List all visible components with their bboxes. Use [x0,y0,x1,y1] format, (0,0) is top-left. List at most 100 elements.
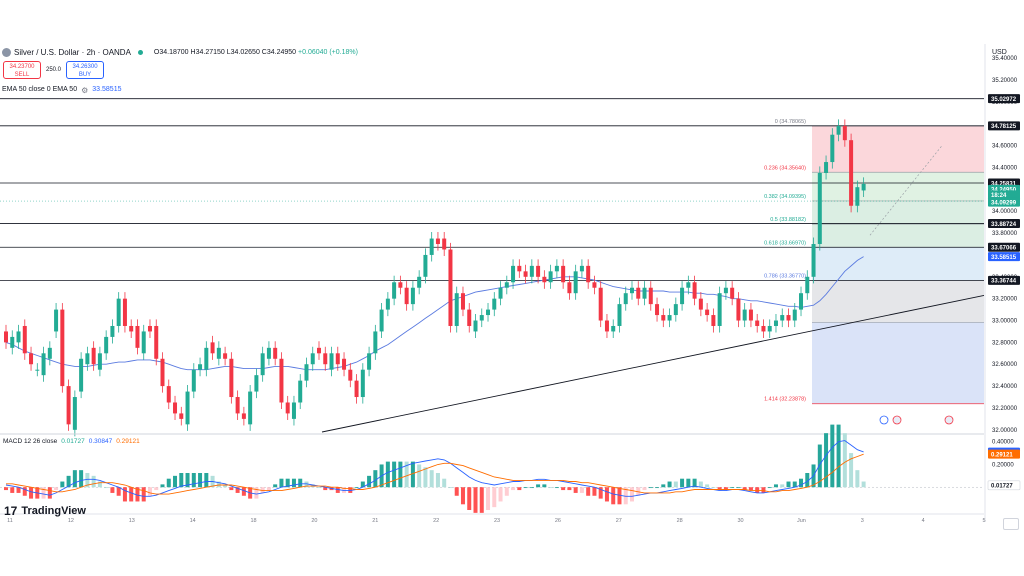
y-axis-tick-label: 32.80000 [992,340,1018,346]
projection-line [869,145,943,236]
macd-histogram-bar [667,481,672,488]
macd-histogram-bar [435,473,440,488]
candle-body [573,271,578,294]
macd-histogram-bar [72,470,77,488]
trade-buttons: 34.23700 SELL 250.0 34.26300 BUY [3,61,105,79]
macd-histogram-bar [536,484,541,488]
macd-histogram-bar [548,487,553,489]
candle-body [686,282,691,288]
candle-body [579,265,584,272]
x-axis-tick-label: 4 [922,518,925,524]
candle-body [410,287,415,305]
macd-histogram-bar [323,487,328,491]
macd-histogram-bar [805,473,810,488]
candle-body [824,162,829,173]
ema-legend[interactable]: EMA 50 close 0 EMA 50 ⚙ 33.58515 [2,86,121,95]
macd-histogram-bar [79,470,84,488]
candle-body [392,282,397,299]
fib-level-label: 0 (34.78065) [775,119,806,125]
price-label-box [988,242,1020,252]
macd-histogram-bar [122,487,127,502]
ema-value: 33.58515 [92,86,122,93]
x-axis-tick-label: 23 [494,518,500,524]
macd-histogram-bar [317,487,321,489]
candle-body [179,413,184,419]
macd-legend[interactable]: MACD 12 26 close 0.01727 0.30847 0.29121 [3,438,140,445]
candle-body [173,402,178,414]
chart-header: Silver / U.S. Dollar · 2h · OANDA O34.18… [0,44,980,104]
symbol-title[interactable]: Silver / U.S. Dollar · 2h · OANDA [14,48,131,57]
candle-body [41,353,46,376]
currency-label[interactable]: USD [992,49,1007,56]
macd-histogram-bar [404,461,409,488]
macd-histogram-bar [736,487,741,489]
ohlc-high: H34.27150 [190,49,225,56]
buy-button[interactable]: 34.26300 BUY [66,61,105,79]
macd-histogram-bar [623,487,628,505]
price-label-text: 34.09299 [991,200,1017,206]
candle-body [786,315,791,321]
price-label-box [988,121,1020,131]
sell-button[interactable]: 34.23700 SELL [3,61,41,79]
macd-histogram-bar [110,487,115,493]
candle-body [129,325,134,332]
macd-label-box [987,480,1021,491]
fib-zone [812,125,984,173]
macd-histogram-bar [392,461,397,488]
chart-area[interactable]: 0 (34.78065) 0.236 (34.35640) 0.382 (34.09… [0,44,1024,530]
macd-histogram-bar [686,478,691,488]
candle-body [592,282,597,288]
x-axis-tick-label: 30 [737,518,743,524]
y-axis-tick-label: 34.00000 [992,209,1018,215]
settings-button[interactable] [1003,518,1019,530]
macd-histogram-bar [410,461,415,488]
candle-body [66,386,71,425]
macd-histogram-bar [655,487,660,489]
candle-body [191,369,196,392]
macd-histogram-bar [154,487,159,491]
fib-zone [812,200,984,225]
price-label-box [988,94,1020,104]
macd-histogram-bar [216,481,221,488]
candle-body [799,293,804,310]
price-chart-svg[interactable]: 0 (34.78065) 0.236 (34.35640) 0.382 (34.09… [0,44,1024,530]
candle-body [648,287,653,305]
candle-body [204,347,209,370]
candle-body [486,309,491,316]
candle-body [4,331,8,343]
macd-histogram-bar [511,487,516,491]
candle-body [736,298,741,321]
candle-body [47,347,52,359]
candle-body [842,125,847,141]
price-label-box [988,197,1020,207]
macd-histogram-bar [617,487,622,505]
candle-body [266,347,271,359]
macd-histogram-bar [104,487,109,489]
x-axis-tick-label: 11 [7,518,13,524]
x-axis-tick-label: 13 [129,518,135,524]
candle-body [748,309,753,321]
macd-histogram-bar [417,464,422,488]
ohlc-low: L34.02650 [226,49,260,56]
ohlc-close: C34.24950 [261,49,297,56]
macd-histogram-bar [579,487,584,493]
candle-body [304,364,309,381]
macd-signal-line [6,453,864,495]
macd-line [5,440,864,497]
macd-histogram-bar [630,487,634,502]
candle-body [817,172,822,245]
tradingview-logo[interactable]: 17 TradingView [4,504,86,518]
macd-histogram-bar [692,478,697,488]
fib-level-label: 0.786 (33.36770) [764,273,806,279]
macd-histogram-bar [116,487,121,496]
macd-histogram-bar [742,487,747,491]
macd-histogram-bar [817,444,822,488]
x-axis-tick-label: 5 [982,518,985,524]
x-axis-tick-label: 3 [861,518,864,524]
settings-gear-icon[interactable]: ⚙ [81,86,89,95]
macd-histogram-bar [598,487,603,499]
candle-body [323,353,328,365]
macd-histogram-bar [448,487,453,489]
candle-body [285,402,290,414]
candle-body [604,320,609,332]
